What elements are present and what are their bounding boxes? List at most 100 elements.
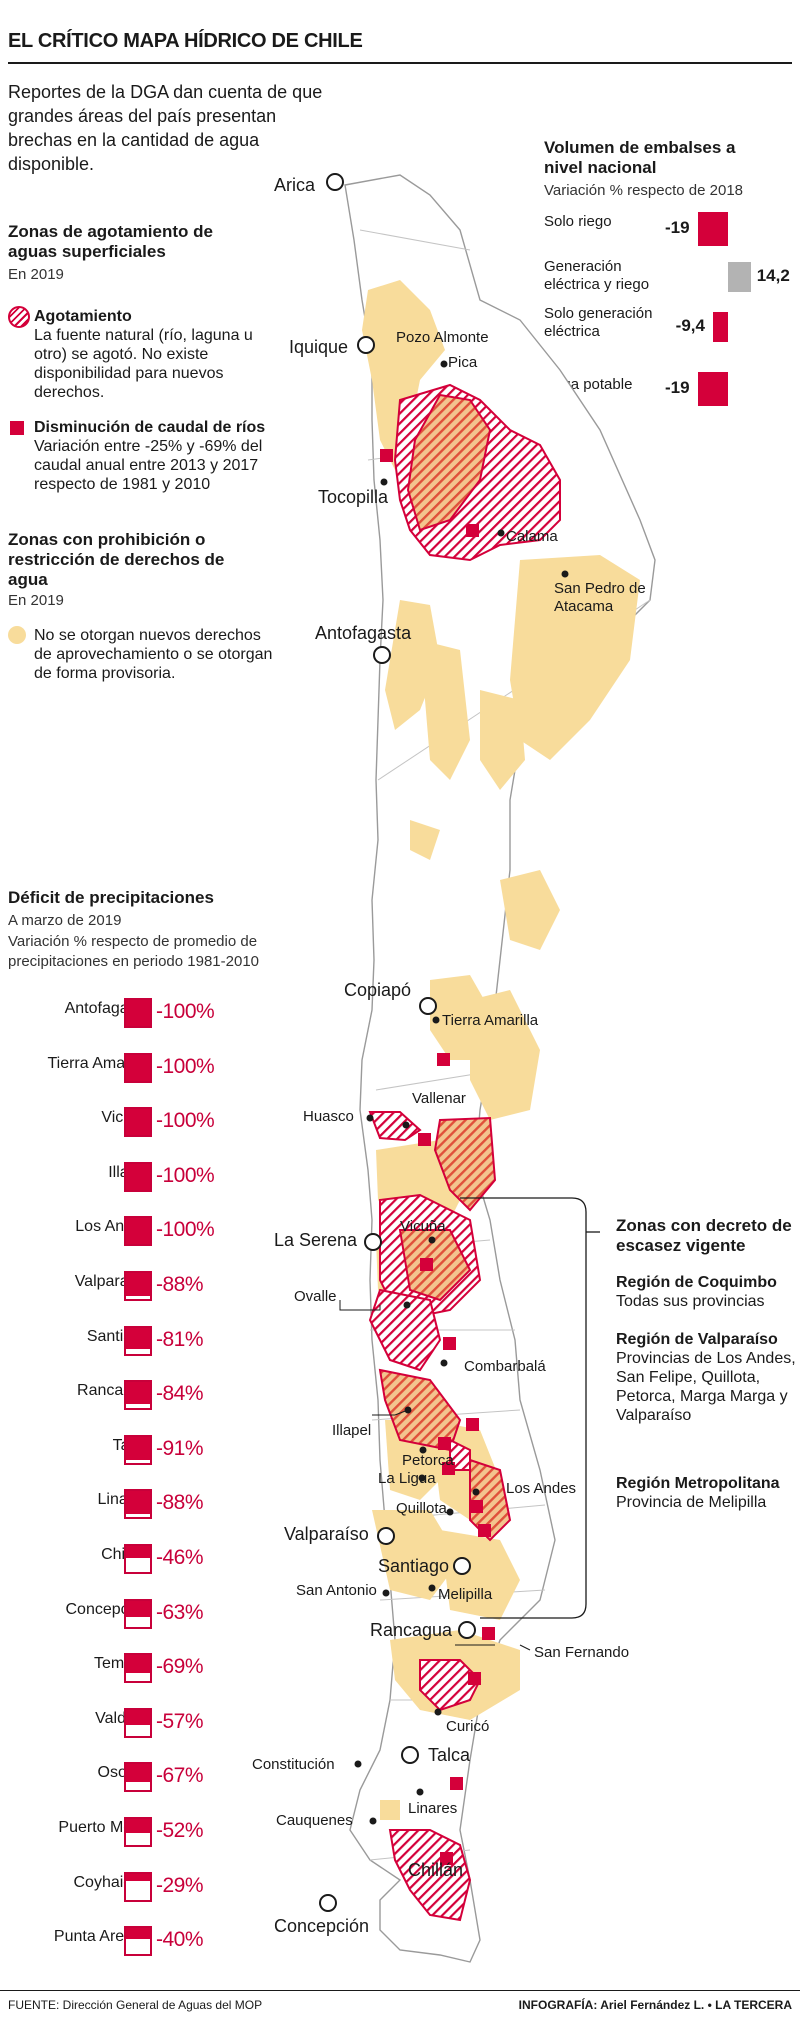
precip-value-12: -69% (156, 1655, 204, 1679)
precip-value-13: -57% (156, 1709, 204, 1733)
precip-fill-11 (126, 1600, 150, 1617)
flow-swatch (10, 421, 24, 435)
city-copiapo: Copiapó (344, 980, 412, 1000)
city-vallenar: Vallenar (412, 1090, 466, 1107)
city-rancagua: Rancagua (370, 1620, 453, 1640)
precip-value-10: -46% (156, 1546, 204, 1569)
city-melipilla: Melipilla (438, 1586, 493, 1603)
reservoir-value-0: -19 (665, 218, 690, 237)
precip-value-17: -40% (156, 1928, 204, 1952)
page-title: EL CRÍTICO MAPA HÍDRICO DE CHILE (8, 30, 363, 52)
flow-legend: Disminución de caudal de ríos Variación … (34, 418, 284, 494)
footer-source: FUENTE: Dirección General de Aguas del M… (8, 1998, 263, 2012)
precip-bar-15 (124, 1817, 152, 1847)
depletion-swatch (8, 306, 30, 328)
scarcity-title: Zonas con decreto de escasez vigente (616, 1216, 792, 1255)
city-san-pedro: San Pedro de Atacama (554, 580, 646, 615)
reservoirs-subtitle: Variación % respecto de 2018 (544, 182, 744, 199)
precip-value-15: -52% (156, 1819, 204, 1842)
city-quillota: Quillota (396, 1500, 447, 1517)
reservoir-value-2: -9,4 (675, 316, 705, 335)
city-san-antonio: San Antonio (296, 1582, 377, 1599)
precip-fill-8 (126, 1436, 150, 1461)
footer-credit: INFOGRAFÍA: Ariel Fernández L. • LA TERC… (518, 1998, 792, 2012)
precip-bar-12 (124, 1653, 152, 1684)
precip-fill-0 (126, 1000, 150, 1026)
precip-fill-17 (126, 1928, 150, 1939)
city-tierra-amarilla: Tierra Amarilla (442, 1012, 539, 1029)
footer-rule (0, 1990, 800, 1991)
precip-value-9: -88% (156, 1491, 204, 1515)
precip-fill-1 (126, 1054, 150, 1081)
scarcity-r2-desc: Provincias de Los Andes, San Felipe, Qui… (616, 1350, 796, 1424)
reservoir-bar-0 (697, 212, 728, 246)
flow-label: Disminución de caudal de ríos (34, 419, 266, 436)
city-vicuna: Vicuña (400, 1218, 446, 1235)
city-ovalle: Ovalle (294, 1288, 337, 1305)
precip-fill-16 (126, 1873, 150, 1882)
precip-bar-8 (124, 1434, 152, 1465)
precip-fill-4 (126, 1218, 150, 1245)
prohibition-heading: Zonas con prohibición o restricción de d… (8, 530, 225, 589)
precip-bar-7 (124, 1380, 152, 1411)
flow-decrease-markers (380, 449, 495, 1865)
reservoir-bar-3 (697, 372, 728, 406)
precip-value-16: -29% (156, 1873, 204, 1897)
precip-value-4: -100% (156, 1218, 215, 1242)
precip-value-0: -100% (156, 1000, 215, 1023)
city-iquique: Iquique (289, 337, 349, 357)
precip-bar-16 (124, 1871, 152, 1902)
precip-bar-6 (124, 1325, 152, 1356)
city-petorca: Petorca (402, 1452, 454, 1469)
city-la-ligua: La Ligua (378, 1470, 436, 1487)
precip-bar-13 (124, 1707, 152, 1738)
precip-value-3: -100% (156, 1163, 215, 1187)
city-tocopilla: Tocopilla (318, 487, 389, 507)
precip-fill-9 (126, 1491, 150, 1515)
precip-fill-5 (126, 1273, 150, 1296)
precip-bar-14 (124, 1762, 152, 1793)
depletion-desc: La fuente natural (río, laguna u otro) s… (34, 327, 253, 401)
precip-fill-10 (126, 1546, 150, 1558)
reservoir-label-2: Solo generación eléctrica (544, 305, 653, 340)
precip-fill-15 (126, 1819, 150, 1833)
city-constitucion: Constitución (252, 1756, 335, 1773)
precip-fill-14 (126, 1764, 150, 1782)
precip-value-7: -84% (156, 1382, 204, 1406)
city-valparaiso: Valparaíso (284, 1524, 369, 1544)
scarcity-region-3: Región Metropolitana Provincia de Melipi… (616, 1474, 796, 1512)
city-pica: Pica (448, 354, 478, 371)
scarcity-region-2: Región de Valparaíso Provincias de Los A… (616, 1330, 796, 1425)
precip-value-5: -88% (156, 1273, 204, 1296)
precip-bar-2 (124, 1107, 152, 1138)
precip-bar-4 (124, 1216, 152, 1247)
precip-bar-1 (124, 1052, 152, 1083)
reservoir-label-0: Solo riego (544, 213, 612, 230)
precip-fill-3 (126, 1163, 150, 1190)
precip-value-11: -63% (156, 1600, 204, 1624)
city-pozo-almonte: Pozo Almonte (396, 329, 489, 346)
reservoir-value-1: 14,2 (756, 266, 790, 285)
precip-bar-10 (124, 1544, 152, 1574)
scarcity-r1-desc: Todas sus provincias (616, 1293, 765, 1310)
prohibition-year: En 2019 (8, 592, 64, 609)
precip-title: Déficit de precipitaciones (8, 888, 214, 907)
precip-bar-11 (124, 1598, 152, 1629)
city-linares: Linares (408, 1800, 458, 1817)
city-curico: Curicó (446, 1718, 490, 1735)
precip-fill-12 (126, 1655, 150, 1674)
reservoir-label-1: Generación eléctrica y riego (544, 258, 650, 293)
precip-value-14: -67% (156, 1764, 204, 1788)
precip-bar-17 (124, 1926, 152, 1957)
precip-bar-3 (124, 1161, 152, 1192)
city-huasco: Huasco (303, 1108, 354, 1125)
precip-value-6: -81% (156, 1327, 204, 1351)
city-talca: Talca (428, 1745, 471, 1765)
city-san-fernando: San Fernando (534, 1644, 630, 1661)
precip-value-2: -100% (156, 1109, 215, 1133)
city-arica: Arica (274, 175, 316, 195)
city-santiago: Santiago (378, 1556, 450, 1576)
reservoir-value-3: -19 (665, 378, 690, 397)
scarcity-r3-name: Región Metropolitana (616, 1475, 780, 1492)
precip-value-8: -91% (156, 1436, 204, 1460)
